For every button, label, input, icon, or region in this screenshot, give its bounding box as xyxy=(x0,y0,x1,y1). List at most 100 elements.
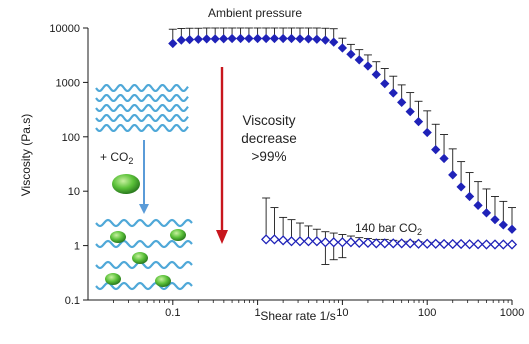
co2-data-point xyxy=(481,239,492,250)
y-tick-label: 10000 xyxy=(49,23,80,35)
co2-data-point xyxy=(320,237,331,248)
ambient-data-point xyxy=(329,37,339,47)
ambient-data-point xyxy=(320,35,331,45)
ambient-data-point xyxy=(303,34,314,44)
co2-data-point xyxy=(278,235,289,246)
add-co2-label: + CO2 xyxy=(100,150,133,166)
ambient-data-point xyxy=(278,33,288,44)
x-tick-label: 1 xyxy=(255,307,261,319)
polymer-chain xyxy=(95,123,189,133)
ambient-data-point xyxy=(405,107,415,117)
polymer-chain xyxy=(95,260,193,270)
co2-data-point xyxy=(311,236,322,247)
ambient-data-point xyxy=(354,55,364,65)
co2-data-point xyxy=(354,237,365,249)
co2-data-point xyxy=(464,239,475,250)
co2-data-point xyxy=(438,238,450,250)
co2-data-point xyxy=(413,238,424,249)
co2-molecule xyxy=(105,273,121,285)
co2-data-point xyxy=(455,238,467,250)
ambient-data-point xyxy=(202,34,212,44)
co2-data-point xyxy=(430,238,441,249)
ambient-data-point xyxy=(448,170,458,180)
x-tick-label: 10 xyxy=(336,307,348,319)
y-tick-label: 10 xyxy=(68,186,80,198)
co2-data-point xyxy=(337,237,348,248)
polymer-chain xyxy=(95,281,193,291)
tick-labels: 0.1 1 10 100 1000 0.1 1 10 100 1000 10000 xyxy=(49,23,524,319)
ambient-data-point xyxy=(473,200,483,210)
ambient-data-point xyxy=(261,33,271,44)
ambient-data-point xyxy=(252,33,263,44)
y-tick-label: 0.1 xyxy=(65,295,80,307)
co2-data-point xyxy=(345,237,357,248)
polymer-chain xyxy=(95,113,189,123)
co2-data-point xyxy=(498,239,509,250)
ambient-data-point xyxy=(235,33,246,44)
co2-data-point xyxy=(472,239,484,250)
x-tick-label: 100 xyxy=(418,307,436,319)
viscosity-decrease-arrow xyxy=(216,67,228,244)
ambient-pressure-label: Ambient pressure xyxy=(208,6,302,20)
y-tick-label: 1000 xyxy=(56,77,80,89)
co2-data-point xyxy=(379,238,390,249)
ambient-data-point xyxy=(185,35,195,45)
ambient-data-point xyxy=(388,88,398,98)
y-axis-label: Viscosity (Pa.s) xyxy=(19,114,33,196)
viscosity-decrease-line3: >99% xyxy=(252,149,287,164)
co2-series-label: 140 bar CO2 xyxy=(355,221,422,237)
co2-data-point xyxy=(362,237,374,249)
ambient-data-point xyxy=(227,33,237,44)
polymer-chain xyxy=(95,103,189,113)
ambient-data-point xyxy=(422,127,432,138)
x-tick-label: 0.1 xyxy=(165,307,180,319)
co2-series-label-main: 140 bar CO xyxy=(355,221,417,235)
co2-data-point xyxy=(422,238,433,249)
y-tick-label: 100 xyxy=(62,132,80,144)
ambient-data-point xyxy=(244,33,254,44)
ambient-data-point xyxy=(439,153,449,164)
add-co2-label-main: + CO xyxy=(100,150,128,164)
co2-molecule xyxy=(155,275,171,287)
ambient-data-point xyxy=(168,38,178,49)
co2-data-point xyxy=(269,234,280,245)
co2-data-point xyxy=(447,238,458,250)
co2-data-point xyxy=(286,236,297,247)
viscosity-decrease-line2: decrease xyxy=(241,131,297,146)
ambient-data-point xyxy=(481,208,492,218)
ambient-data-point xyxy=(464,191,475,202)
co2-data-point xyxy=(294,236,306,247)
polymer-chain xyxy=(95,239,193,249)
axes xyxy=(87,28,512,301)
ambient-data-point xyxy=(456,182,466,192)
ambient-data-point xyxy=(507,224,517,234)
data-markers xyxy=(168,33,518,250)
ambient-data-point xyxy=(286,33,297,44)
co2-molecule xyxy=(110,231,126,243)
x-axis-label: Shear rate 1/s xyxy=(260,309,335,323)
co2-data-point xyxy=(506,239,518,250)
add-co2-label-sub: 2 xyxy=(128,156,133,166)
co2-series-label-sub: 2 xyxy=(417,227,422,237)
ambient-data-point xyxy=(498,220,508,230)
ambient-data-point xyxy=(210,34,220,44)
ambient-data-point xyxy=(363,61,373,71)
co2-data-point xyxy=(371,238,382,249)
polymer-chain xyxy=(95,93,189,103)
ambient-data-point xyxy=(371,69,381,80)
co2-data-point xyxy=(396,238,407,249)
x-tick-label: 1000 xyxy=(500,307,524,319)
ambient-data-point xyxy=(337,43,348,53)
ticks xyxy=(83,27,513,305)
ambient-data-point xyxy=(176,35,186,45)
viscosity-decrease-line1: Viscosity xyxy=(242,113,295,128)
co2-molecule xyxy=(170,229,186,241)
ambient-data-point xyxy=(193,34,203,44)
ambient-data-point xyxy=(490,215,500,225)
co2-data-point xyxy=(328,237,339,248)
ambient-data-point xyxy=(397,97,407,107)
y-tick-label: 1 xyxy=(74,241,80,253)
ambient-data-point xyxy=(312,34,322,44)
ambient-data-point xyxy=(219,34,229,44)
